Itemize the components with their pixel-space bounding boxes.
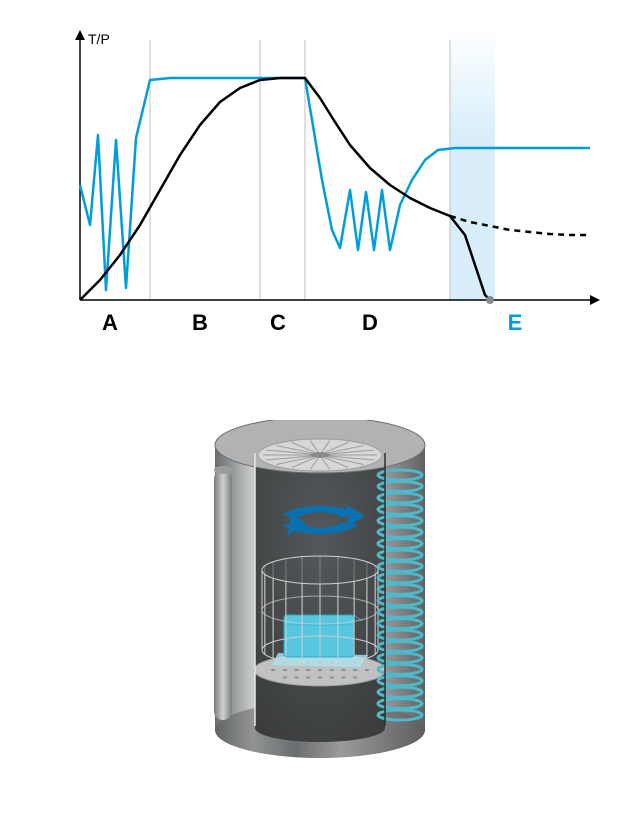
svg-text:A: A [102, 310, 118, 335]
svg-text:E: E [508, 310, 523, 335]
process-chart: T/PtABCDE [60, 30, 600, 350]
svg-text:B: B [192, 310, 208, 335]
svg-text:D: D [362, 310, 378, 335]
svg-text:T/P: T/P [88, 31, 110, 47]
svg-text:C: C [270, 310, 286, 335]
autoclave-svg [190, 420, 450, 770]
chart-svg: T/PtABCDE [60, 30, 600, 360]
autoclave-illustration [190, 420, 450, 770]
